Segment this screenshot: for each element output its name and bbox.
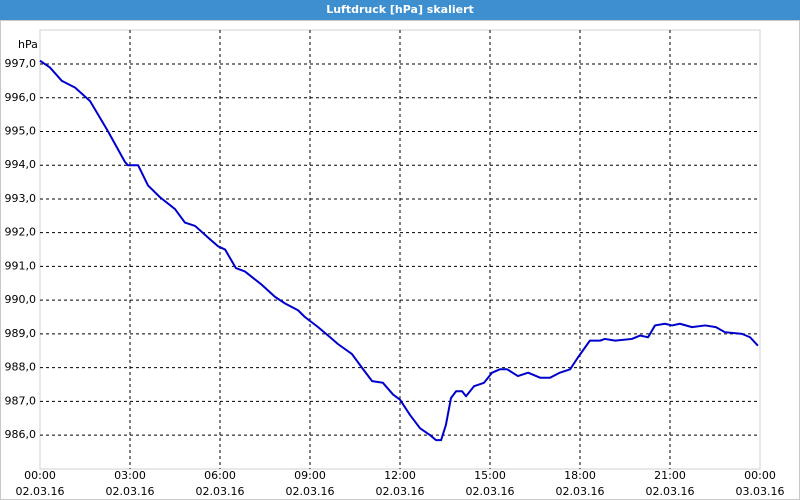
x-tick-label: 02.03.16	[16, 485, 65, 498]
y-tick-label: 990,0	[5, 293, 37, 306]
y-tick-label: 988,0	[5, 361, 37, 374]
y-tick-label: 989,0	[5, 327, 37, 340]
y-tick-label: 987,0	[5, 394, 37, 407]
y-tick-label: 991,0	[5, 259, 37, 272]
x-tick-label: 06:00	[204, 469, 236, 482]
x-tick-label: 03:00	[114, 469, 146, 482]
x-tick-label: 02.03.16	[646, 485, 695, 498]
x-tick-label: 09:00	[294, 469, 326, 482]
y-tick-label: 996,0	[5, 91, 37, 104]
y-tick-label: 995,0	[5, 124, 37, 137]
x-tick-label: 15:00	[474, 469, 506, 482]
pressure-line	[39, 59, 759, 442]
y-tick-label: 992,0	[5, 226, 37, 239]
x-tick-label: 00:00	[744, 469, 776, 482]
x-tick-label: 02.03.16	[106, 485, 155, 498]
y-tick-label: 993,0	[5, 192, 37, 205]
y-tick-label: 986,0	[5, 428, 37, 441]
y-unit: hPa	[18, 38, 38, 51]
x-tick-label: 02.03.16	[556, 485, 605, 498]
x-tick-label: 18:00	[564, 469, 596, 482]
x-tick-label: 03.03.16	[736, 485, 785, 498]
x-tick-label: 02.03.16	[196, 485, 245, 498]
x-tick-label: 00:00	[24, 469, 56, 482]
x-tick-label: 21:00	[654, 469, 686, 482]
y-tick-label: 994,0	[5, 158, 37, 171]
chart-title: Luftdruck [hPa] skaliert	[326, 3, 474, 16]
x-tick-label: 12:00	[384, 469, 416, 482]
title-bar	[0, 0, 800, 20]
x-tick-label: 02.03.16	[376, 485, 425, 498]
y-tick-label: 997,0	[5, 57, 37, 70]
x-tick-label: 02.03.16	[286, 485, 335, 498]
x-tick-label: 02.03.16	[466, 485, 515, 498]
